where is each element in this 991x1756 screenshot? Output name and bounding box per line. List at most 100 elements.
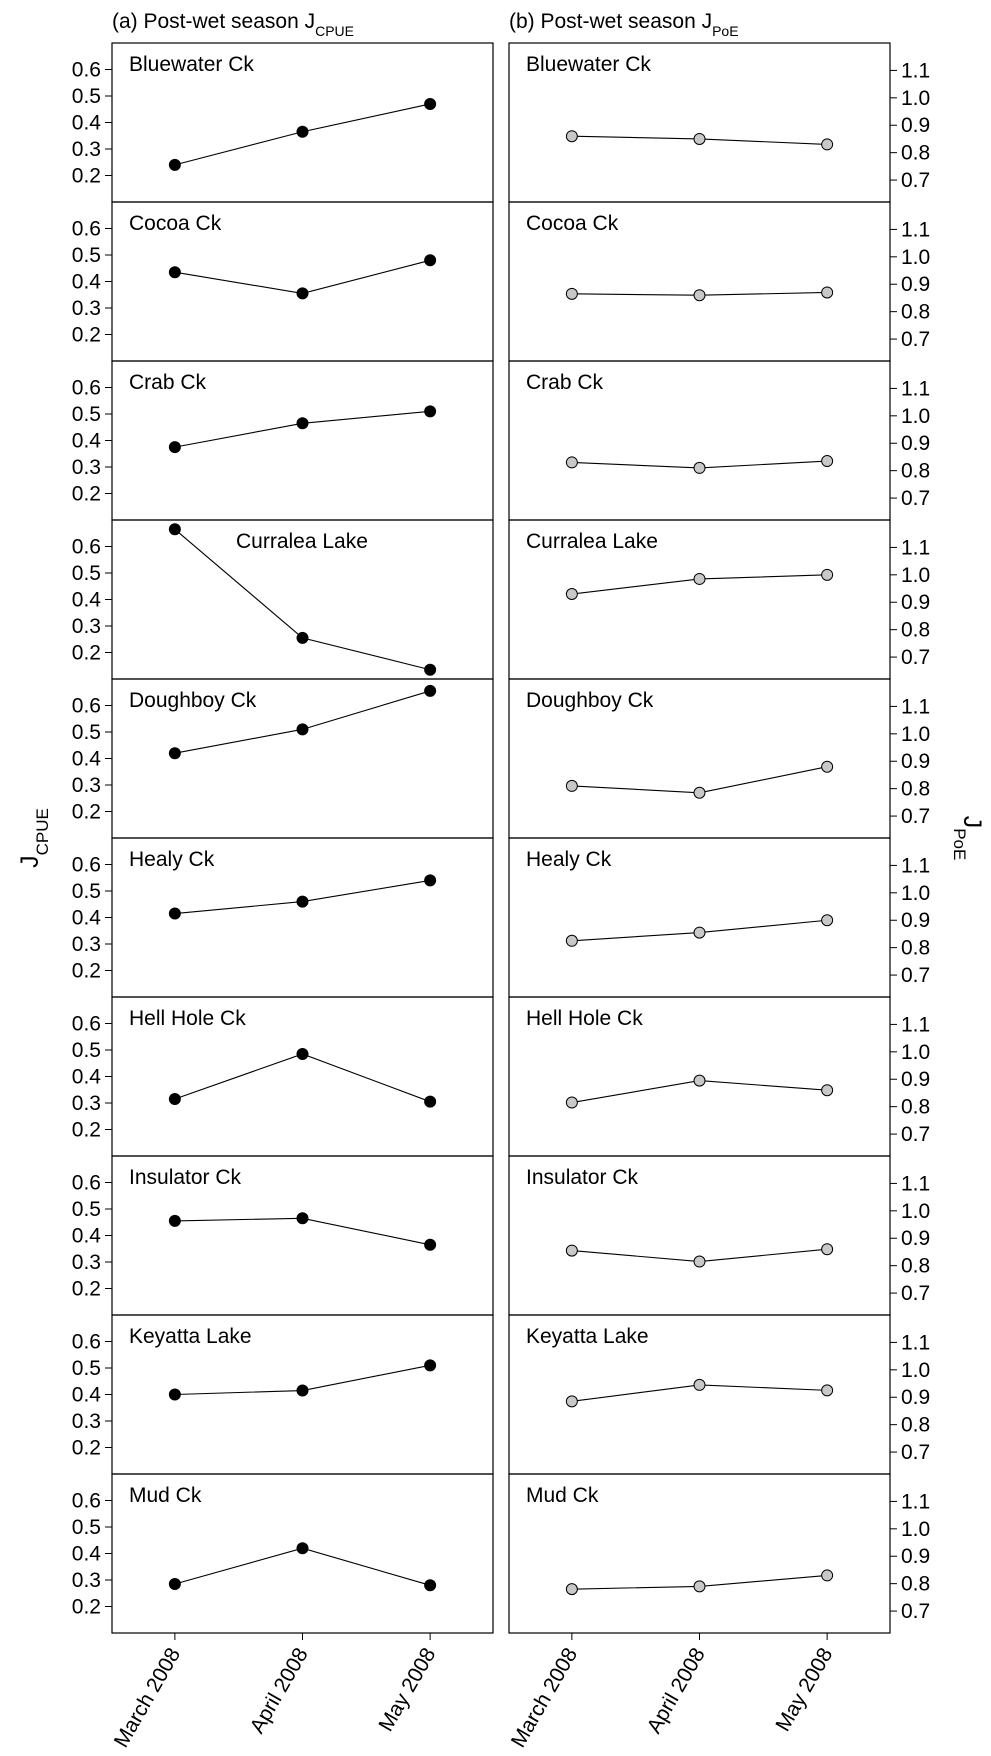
- data-point-april-2008: [296, 1212, 309, 1225]
- y-tick-label: 0.2: [72, 960, 101, 983]
- y-tick-label: 0.5: [72, 562, 101, 585]
- y-tick-label: 0.8: [901, 1096, 930, 1119]
- data-point-may-2008: [424, 405, 437, 418]
- y-tick-label: 0.7: [901, 487, 930, 510]
- data-point-may-2008: [424, 874, 437, 887]
- y-tick-label: 0.7: [901, 805, 930, 828]
- y-tick-label: 0.8: [901, 937, 930, 960]
- y-tick-label: 1.1: [901, 695, 930, 718]
- site-label: Doughboy Ck: [129, 689, 257, 712]
- data-point-march-2008: [565, 130, 578, 143]
- data-point-may-2008: [424, 254, 437, 267]
- y-tick-label: 0.5: [72, 1516, 101, 1539]
- site-label: Hell Hole Ck: [129, 1007, 246, 1030]
- data-point-may-2008: [821, 1384, 834, 1397]
- y-tick-label: 0.3: [72, 1410, 101, 1433]
- subplot-b-doughboy-ck: 0.7 0.8 0.9 1.0 1.1 Doughboy Ck: [508, 678, 930, 839]
- y-tick-label: 1.0: [901, 564, 930, 587]
- y-tick-label: 0.6: [72, 1013, 101, 1036]
- data-point-may-2008: [424, 1579, 437, 1592]
- y-tick-label: 0.7: [901, 1282, 930, 1305]
- data-point-april-2008: [296, 1542, 309, 1555]
- subplot-b-keyatta-lake: 0.7 0.8 0.9 1.0 1.1 Keyatta Lake: [508, 1314, 930, 1475]
- y-tick-label: 0.6: [72, 536, 101, 559]
- subplot-a-mud-ck: 0.2 0.3 0.4 0.5 0.6 Mud Ck: [72, 1473, 494, 1634]
- site-label: Crab Ck: [129, 371, 207, 394]
- subplot-a-doughboy-ck: 0.2 0.3 0.4 0.5 0.6 Doughboy Ck: [72, 678, 494, 839]
- y-tick-label: 1.0: [901, 1200, 930, 1223]
- data-point-march-2008: [168, 1388, 181, 1401]
- y-tick-label: 1.0: [901, 405, 930, 428]
- y-tick-label: 0.2: [72, 165, 101, 188]
- y-tick-label: 0.4: [72, 1384, 102, 1407]
- x-tick-label: March 2008: [110, 1644, 185, 1752]
- data-point-march-2008: [565, 456, 578, 469]
- x-tick-label: March 2008: [507, 1644, 582, 1752]
- site-label: Crab Ck: [526, 371, 604, 394]
- subplot-b-mud-ck: 0.7 0.8 0.9 1.0 1.1 Mud Ck: [508, 1473, 930, 1634]
- data-point-march-2008: [565, 1583, 578, 1596]
- y-tick-label: 0.3: [72, 1092, 101, 1115]
- subplot-b-curralea-lake: 0.7 0.8 0.9 1.0 1.1 Curralea Lake: [508, 519, 930, 680]
- data-point-april-2008: [693, 572, 706, 585]
- y-tick-label: 0.3: [72, 774, 101, 797]
- site-label: Healy Ck: [129, 848, 215, 871]
- y-tick-label: 0.6: [72, 377, 101, 400]
- data-point-april-2008: [296, 723, 309, 736]
- y-tick-label: 0.8: [901, 1573, 930, 1596]
- y-tick-label: 0.8: [901, 142, 930, 165]
- site-label: Bluewater Ck: [129, 53, 254, 76]
- y-tick-label: 0.5: [72, 403, 101, 426]
- data-point-march-2008: [565, 1244, 578, 1257]
- y-tick-label: 1.0: [901, 1041, 930, 1064]
- data-point-may-2008: [821, 455, 834, 468]
- panel-b: (b) Post-wet season JPoE 0.7 0.8 0.9 1.0 1.1 B…: [507, 10, 930, 1752]
- subplot-a-crab-ck: 0.2 0.3 0.4 0.5 0.6 Crab Ck: [72, 360, 494, 521]
- y-tick-label: 0.5: [72, 1198, 101, 1221]
- y-axis-title-right: JPoE: [951, 816, 987, 861]
- data-point-april-2008: [693, 786, 706, 799]
- subplot-b-hell-hole-ck: 0.7 0.8 0.9 1.0 1.1 Hell Hole Ck: [508, 996, 930, 1157]
- subplot-b-cocoa-ck: 0.7 0.8 0.9 1.0 1.1 Cocoa Ck: [508, 201, 930, 362]
- data-point-april-2008: [296, 417, 309, 430]
- series-line: [174, 1053, 431, 1103]
- y-tick-label: 0.3: [72, 1251, 101, 1274]
- data-point-march-2008: [565, 1395, 578, 1408]
- site-label: Mud Ck: [526, 1484, 599, 1507]
- subplot-b-crab-ck: 0.7 0.8 0.9 1.0 1.1 Crab Ck: [508, 360, 930, 521]
- y-tick-label: 0.9: [901, 114, 930, 137]
- data-point-march-2008: [168, 158, 181, 171]
- site-label: Doughboy Ck: [526, 689, 654, 712]
- data-point-may-2008: [424, 663, 437, 676]
- y-tick-label: 1.1: [901, 218, 930, 241]
- y-tick-label: 1.0: [901, 882, 930, 905]
- y-tick-label: 0.5: [72, 721, 101, 744]
- data-point-march-2008: [168, 523, 181, 536]
- data-point-may-2008: [821, 1569, 834, 1582]
- y-tick-label: 0.6: [72, 1490, 101, 1513]
- y-tick-label: 0.3: [72, 933, 101, 956]
- y-tick-label: 0.9: [901, 1227, 930, 1250]
- x-tick-label: April 2008: [643, 1644, 710, 1737]
- y-tick-label: 0.3: [72, 138, 101, 161]
- data-point-may-2008: [424, 684, 437, 697]
- y-tick-label: 0.2: [72, 1119, 101, 1142]
- data-point-may-2008: [821, 1243, 834, 1256]
- data-point-may-2008: [821, 138, 834, 151]
- y-tick-label: 0.6: [72, 854, 101, 877]
- y-tick-label: 0.8: [901, 1414, 930, 1437]
- data-point-march-2008: [168, 747, 181, 760]
- y-tick-label: 0.8: [901, 1255, 930, 1278]
- y-tick-label: 0.8: [901, 619, 930, 642]
- y-tick-label: 0.4: [72, 1225, 102, 1248]
- y-tick-label: 0.9: [901, 909, 930, 932]
- y-tick-label: 0.5: [72, 1039, 101, 1062]
- panel-a: (a) Post-wet season JCPUE 0.2 0.3 0.4 0.5 0.6…: [72, 10, 494, 1752]
- subplot-a-cocoa-ck: 0.2 0.3 0.4 0.5 0.6 Cocoa Ck: [72, 201, 494, 362]
- data-point-march-2008: [565, 1096, 578, 1109]
- y-tick-label: 0.4: [72, 907, 102, 930]
- y-tick-label: 1.0: [901, 246, 930, 269]
- y-tick-label: 0.5: [72, 85, 101, 108]
- y-tick-label: 0.8: [901, 460, 930, 483]
- subplot-a-bluewater-ck: 0.2 0.3 0.4 0.5 0.6 Bluewater Ck: [72, 42, 494, 203]
